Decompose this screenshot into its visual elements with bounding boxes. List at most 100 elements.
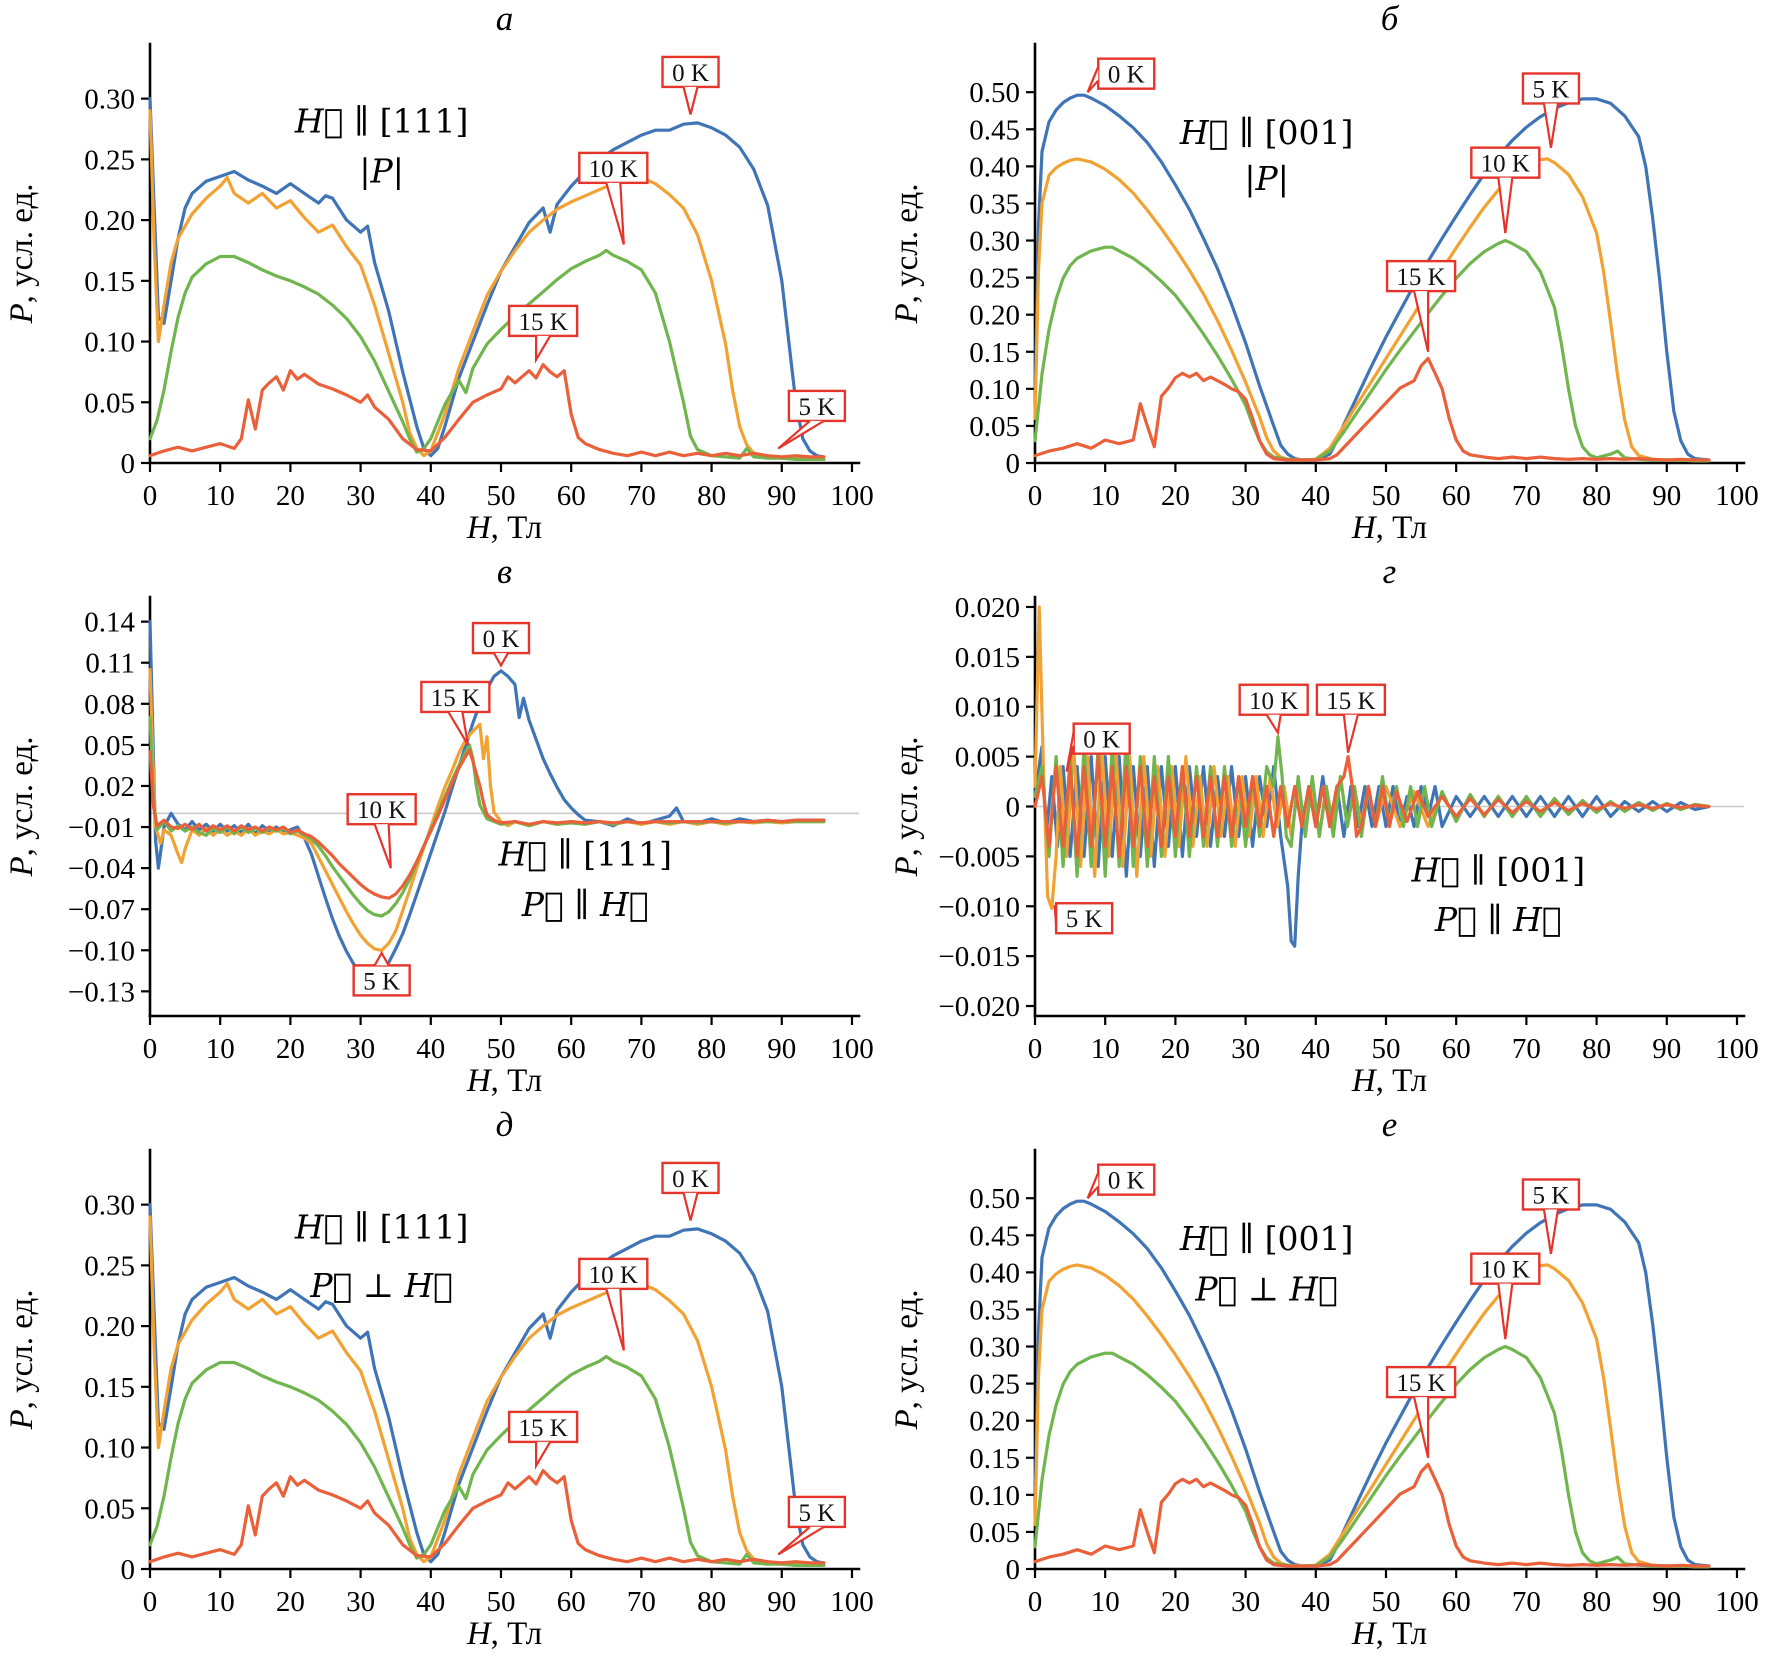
- y-tick-label: −0.04: [68, 853, 136, 885]
- x-tick-label: 30: [346, 1033, 375, 1065]
- callout-label: 10 K: [1481, 1257, 1530, 1284]
- y-tick-label: 0: [1006, 792, 1021, 824]
- x-tick-label: 90: [767, 480, 796, 512]
- callout-label: 10 K: [589, 1262, 638, 1289]
- series-line-0-k: [1033, 93, 1711, 462]
- callout-box: [507, 304, 579, 338]
- x-tick-label: 90: [767, 1033, 796, 1065]
- callout-box: [1521, 72, 1581, 105]
- panel-title: е: [1382, 1106, 1398, 1144]
- y-tick-label: 0: [1006, 1554, 1021, 1586]
- callout-box: [352, 964, 411, 997]
- series-line-10-k: [1033, 1344, 1711, 1569]
- callout-label: 15 K: [1326, 688, 1375, 715]
- callout-box: [507, 1410, 579, 1444]
- x-tick-label: 0: [143, 1586, 158, 1618]
- series-line-15-k: [148, 1469, 826, 1565]
- series-line-5-k: [148, 109, 826, 461]
- y-tick-label: 0.005: [955, 742, 1020, 774]
- x-tick-label: 80: [1582, 1033, 1611, 1065]
- panel-title: д: [496, 1106, 514, 1144]
- panel-title: г: [1383, 553, 1397, 591]
- callout-pointer: [1497, 177, 1514, 234]
- panel-b: б 0 10 20 30 40 50 60 70 80 90 100 0 0.05 0.10 0.15 0.20…: [885, 0, 1771, 553]
- x-tick-label: 30: [1231, 1586, 1260, 1618]
- callout-pointer: [1053, 904, 1058, 926]
- callout-pointer: [682, 1192, 699, 1221]
- callout-pointer: [1265, 714, 1282, 736]
- x-tick-label: 80: [1582, 480, 1611, 512]
- callout-box: [1054, 902, 1114, 935]
- series-line-15-k: [148, 363, 826, 459]
- callout-label: 10 K: [1481, 151, 1530, 178]
- x-tick-label: 70: [627, 1586, 656, 1618]
- y-tick-label: 0.50: [969, 1183, 1020, 1215]
- y-tick-label: 0.25: [969, 1369, 1020, 1401]
- series-line-10-k: [148, 248, 826, 461]
- x-tick-label: 0: [143, 1033, 158, 1065]
- y-axis-label: P, усл. ед.: [4, 183, 40, 324]
- y-tick-label: 0.40: [969, 1257, 1020, 1289]
- y-tick-label: −0.020: [938, 991, 1020, 1023]
- x-axis-label: H, Тл: [1351, 1616, 1427, 1652]
- x-tick-label: 100: [830, 1033, 874, 1065]
- y-tick-label: 0.05: [84, 730, 135, 762]
- callout-pointer: [1542, 1209, 1560, 1254]
- annotation-text: P⃗ ⊥ H⃗: [309, 1266, 453, 1305]
- y-tick-label: −0.01: [68, 812, 135, 844]
- callout-pointer: [1086, 66, 1100, 93]
- callout-label: 10 K: [589, 156, 638, 183]
- y-tick-label: 0.35: [969, 188, 1020, 220]
- callout-label: 0 K: [483, 626, 520, 653]
- callout-box: [787, 1495, 847, 1529]
- y-axis-label: P, усл. ед.: [889, 736, 925, 877]
- x-tick-label: 20: [1161, 1033, 1190, 1065]
- y-tick-label: 0.020: [955, 592, 1020, 624]
- x-tick-label: 90: [1652, 1033, 1681, 1065]
- y-tick-label: −0.005: [938, 841, 1020, 873]
- annotation-text: H⃗ ∥ [001]: [1411, 850, 1586, 889]
- y-tick-label: −0.07: [68, 894, 135, 926]
- series-line-0-k: [1033, 1199, 1711, 1568]
- y-tick-label: 0.15: [969, 1443, 1020, 1475]
- annotation-text: H⃗ ∥ [001]: [1179, 113, 1354, 152]
- x-tick-label: 60: [557, 1586, 586, 1618]
- x-tick-label: 10: [206, 480, 235, 512]
- callout-label: 15 K: [518, 309, 567, 336]
- x-tick-label: 100: [1715, 1586, 1759, 1618]
- x-tick-label: 10: [1091, 1586, 1120, 1618]
- y-tick-label: 0.11: [85, 648, 135, 680]
- y-tick-label: 0.30: [84, 1190, 135, 1222]
- y-tick-label: 0.10: [84, 1433, 135, 1465]
- x-axis-label: H, Тл: [1351, 510, 1427, 546]
- callout-pointer: [447, 711, 470, 746]
- annotation-text: H⃗ ∥ [111]: [497, 834, 672, 873]
- series-line-5-k: [148, 1215, 826, 1567]
- x-tick-label: 40: [1301, 1586, 1330, 1618]
- x-tick-label: 10: [1091, 480, 1120, 512]
- callout-pointer: [373, 950, 390, 966]
- x-tick-label: 20: [276, 480, 305, 512]
- y-tick-label: 0: [121, 448, 136, 480]
- y-tick-label: 0.20: [84, 1311, 135, 1343]
- callout-pointer: [777, 419, 825, 450]
- callout-pointer: [682, 86, 699, 115]
- y-tick-label: 0.30: [84, 84, 135, 116]
- x-axis-label: H, Тл: [1351, 1063, 1427, 1099]
- series-line-5-k: [1033, 157, 1711, 463]
- callout-pointer: [534, 335, 552, 364]
- y-tick-label: 0.10: [969, 1480, 1020, 1512]
- callout-label: 0 K: [672, 1166, 709, 1193]
- x-tick-label: 80: [697, 1586, 726, 1618]
- x-tick-label: 50: [1371, 480, 1400, 512]
- y-axis-label: P, усл. ед.: [4, 736, 40, 877]
- y-axis-label: P, усл. ед.: [889, 1289, 925, 1430]
- callout-label: 15 K: [1396, 264, 1445, 291]
- series-line-0-k: [148, 620, 826, 980]
- y-tick-label: 0.010: [955, 692, 1020, 724]
- callout-box: [661, 55, 720, 89]
- y-tick-label: −0.13: [68, 976, 135, 1008]
- x-tick-label: 40: [1301, 480, 1330, 512]
- y-tick-label: 0.50: [969, 77, 1020, 109]
